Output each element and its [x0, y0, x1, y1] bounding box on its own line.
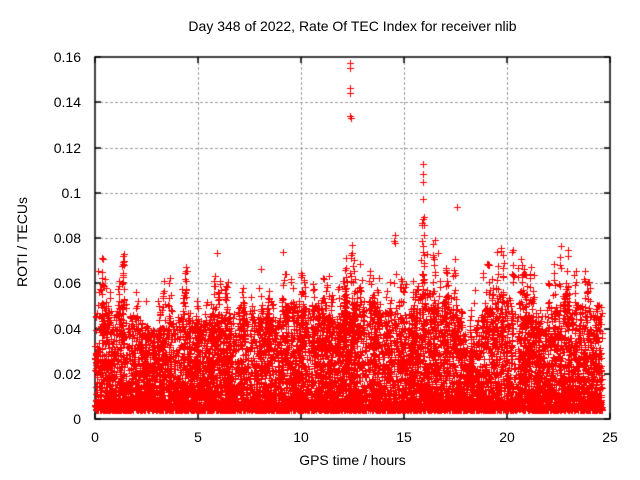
x-tick-label: 0: [91, 429, 99, 445]
y-tick-label: 0.14: [53, 94, 81, 111]
x-tick-label: 5: [194, 429, 202, 445]
y-tick-label: 0.1: [61, 184, 81, 201]
x-tick-label: 15: [396, 429, 412, 445]
x-tick-label: 25: [602, 429, 618, 445]
y-tick-label: 0.06: [53, 275, 81, 292]
y-tick-label: 0.08: [53, 230, 81, 246]
y-tick-label: 0.02: [53, 365, 81, 382]
y-tick-label: 0.12: [53, 139, 81, 156]
chart-title: Day 348 of 2022, Rate Of TEC Index for r…: [188, 18, 517, 34]
y-tick-label: 0.16: [53, 49, 81, 65]
y-tick-label: 0.04: [53, 320, 81, 337]
x-axis-label: GPS time / hours: [299, 452, 406, 468]
y-tick-label: 0: [73, 411, 81, 427]
x-tick-label: 10: [293, 429, 309, 445]
x-tick-label: 20: [499, 429, 515, 445]
